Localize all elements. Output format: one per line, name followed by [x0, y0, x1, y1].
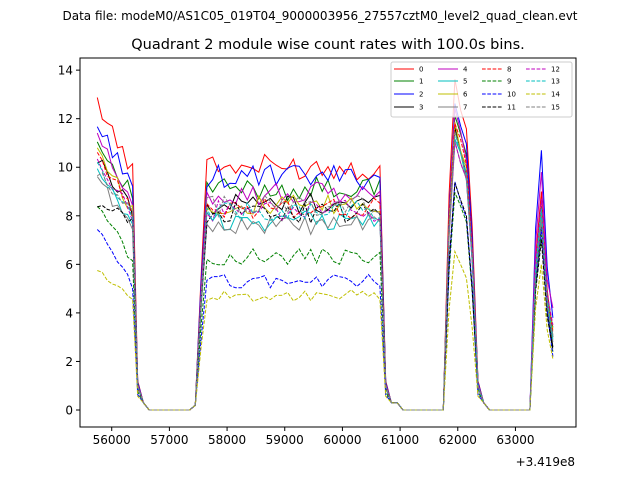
legend-label-9: 9 — [507, 78, 511, 86]
legend-label-13: 13 — [551, 78, 560, 86]
legend-label-7: 7 — [463, 104, 467, 112]
legend-label-14: 14 — [551, 91, 560, 99]
legend-label-10: 10 — [507, 91, 516, 99]
series-14-line — [97, 249, 554, 411]
legend-label-8: 8 — [507, 66, 511, 74]
x-tick-label: 60000 — [323, 433, 361, 447]
x-tick-label: 56000 — [93, 433, 131, 447]
legend-label-4: 4 — [463, 66, 468, 74]
chart-title: Quadrant 2 module wise count rates with … — [131, 37, 525, 53]
legend-label-12: 12 — [551, 66, 560, 74]
y-tick-label: 14 — [58, 64, 73, 78]
legend-label-6: 6 — [463, 91, 468, 99]
legend-label-1: 1 — [419, 78, 423, 86]
y-tick-label: 10 — [58, 161, 73, 175]
y-axis: 0 2 4 6 8 10 12 14 — [58, 64, 80, 418]
y-tick-label: 8 — [65, 209, 73, 223]
y-tick-label: 6 — [65, 258, 73, 272]
series-group — [96, 79, 554, 411]
x-tick-label: 63000 — [496, 433, 534, 447]
legend-label-11: 11 — [507, 104, 516, 112]
y-tick-label: 12 — [58, 112, 73, 126]
x-tick-label: 61000 — [381, 433, 419, 447]
legend-label-2: 2 — [419, 91, 423, 99]
y-tick-label: 2 — [65, 355, 73, 369]
legend-label-15: 15 — [551, 104, 560, 112]
x-tick-label: 57000 — [150, 433, 188, 447]
y-tick-label: 0 — [65, 404, 73, 418]
y-tick-label: 4 — [65, 306, 73, 320]
legend-label-3: 3 — [419, 104, 423, 112]
x-tick-label: 58000 — [208, 433, 246, 447]
legend-label-0: 0 — [419, 66, 423, 74]
data-file-suptitle: Data file: modeM0/AS1C05_019T04_90000039… — [62, 9, 577, 23]
x-tick-label: 62000 — [439, 433, 477, 447]
legend-label-5: 5 — [463, 78, 467, 86]
x-tick-label: 59000 — [266, 433, 304, 447]
x-offset-label: +3.419e8 — [516, 455, 575, 469]
axes-frame — [79, 57, 577, 428]
series-15-line — [97, 131, 554, 411]
legend-box — [390, 61, 573, 118]
x-axis: 56000 57000 58000 59000 60000 61000 62000 63000 — [93, 427, 535, 447]
